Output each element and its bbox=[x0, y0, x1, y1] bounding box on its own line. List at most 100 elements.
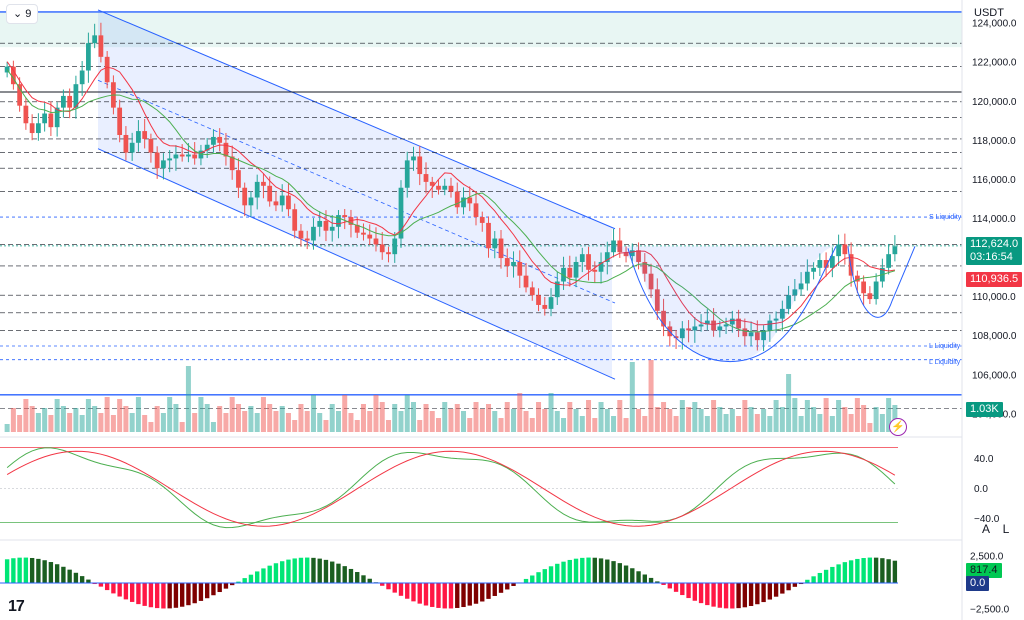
candle-body bbox=[867, 293, 873, 300]
moving-average bbox=[6, 61, 896, 333]
candle-body bbox=[198, 150, 204, 159]
volume-bar bbox=[104, 397, 110, 432]
macd-bar bbox=[605, 559, 610, 584]
volume-bar bbox=[123, 406, 129, 432]
macd-bar bbox=[586, 557, 591, 584]
macd-bar bbox=[355, 572, 360, 584]
candle-body bbox=[117, 107, 123, 135]
macd-bar bbox=[486, 583, 491, 599]
candle-body bbox=[92, 35, 98, 44]
currency-button[interactable]: USDT bbox=[974, 7, 1004, 19]
candle-body bbox=[642, 261, 648, 274]
macd-bar bbox=[17, 557, 22, 584]
candle-body bbox=[467, 197, 473, 204]
candle-body bbox=[873, 281, 879, 300]
osc-tick-label: 0.0 bbox=[974, 484, 988, 495]
volume-bar bbox=[248, 406, 254, 432]
volume-bar bbox=[210, 422, 216, 432]
candle-body bbox=[223, 142, 229, 157]
macd-bar bbox=[736, 583, 741, 609]
macd-bar bbox=[692, 583, 698, 601]
candle-body bbox=[729, 318, 735, 325]
candle-body bbox=[554, 281, 560, 298]
candle-body bbox=[248, 197, 254, 206]
timeframe-label: 9 bbox=[25, 8, 32, 20]
candle-body bbox=[98, 35, 104, 57]
volume-bar bbox=[692, 402, 698, 432]
volume-bar bbox=[811, 407, 817, 432]
macd-bar bbox=[592, 557, 597, 584]
volume-bar bbox=[292, 420, 298, 432]
macd-bar bbox=[398, 583, 404, 596]
candle-body bbox=[79, 70, 85, 85]
macd-bar bbox=[498, 583, 504, 593]
volume-bar bbox=[523, 411, 529, 432]
volume-bar bbox=[48, 415, 54, 432]
timeframe-button[interactable]: ⌄ 9 bbox=[6, 4, 39, 24]
candle-body bbox=[204, 144, 210, 151]
volume-bar bbox=[761, 409, 767, 432]
macd-bar bbox=[880, 558, 885, 584]
macd-bar bbox=[111, 583, 116, 594]
macd-bar bbox=[230, 583, 235, 586]
volume-bar bbox=[473, 402, 479, 432]
volume-bar bbox=[573, 409, 579, 432]
macd-bar bbox=[117, 583, 122, 597]
price-tick-label: 124,000.0 bbox=[972, 19, 1017, 30]
volume-bar bbox=[185, 366, 191, 432]
macd-bar bbox=[192, 583, 197, 604]
volume-bar bbox=[842, 407, 848, 432]
macd-bar bbox=[811, 576, 816, 584]
macd-bar bbox=[636, 571, 641, 584]
volume-bar bbox=[67, 413, 73, 432]
chart-background bbox=[0, 11, 962, 48]
volume-bar bbox=[98, 413, 104, 432]
macd-bar bbox=[330, 561, 335, 584]
lightning-icon[interactable]: ⚡ bbox=[889, 418, 907, 436]
candle-body bbox=[379, 244, 385, 253]
candle-body bbox=[161, 160, 166, 169]
volume-bar bbox=[567, 402, 573, 432]
candle-body bbox=[842, 244, 848, 255]
osc-k-line bbox=[6, 447, 896, 529]
volume-bar bbox=[17, 415, 23, 432]
macd-bar bbox=[436, 583, 441, 608]
macd-bar bbox=[867, 557, 873, 584]
volume-bar bbox=[198, 397, 204, 432]
macd-bar bbox=[142, 583, 147, 606]
macd-value-badge: 817.4 bbox=[966, 563, 1002, 578]
log-scale-button[interactable]: L bbox=[1002, 522, 1010, 536]
volume-bar bbox=[304, 411, 310, 432]
macd-bar bbox=[311, 557, 316, 584]
macd-bar bbox=[705, 583, 710, 606]
macd-bar bbox=[248, 574, 254, 584]
volume-badge: 1.03K bbox=[966, 402, 1003, 417]
macd-bar bbox=[523, 578, 529, 584]
candle-body bbox=[336, 215, 341, 227]
volume-bar bbox=[748, 407, 754, 432]
macd-bar bbox=[86, 579, 91, 584]
volume-bar bbox=[779, 407, 785, 432]
macd-bar bbox=[267, 565, 272, 584]
volume-bar bbox=[10, 408, 16, 432]
macd-bar bbox=[836, 564, 841, 584]
price-tick-label: 108,000.0 bbox=[972, 331, 1017, 342]
candle-body bbox=[617, 240, 623, 253]
candle-body bbox=[67, 95, 73, 108]
volume-bar bbox=[698, 409, 704, 432]
volume-bar bbox=[260, 397, 266, 432]
macd-bar bbox=[842, 562, 848, 584]
resistance-zone bbox=[0, 11, 962, 48]
auto-scale-button[interactable]: A bbox=[981, 522, 990, 536]
candle-body bbox=[792, 289, 798, 296]
candle-body bbox=[386, 252, 391, 255]
candle-body bbox=[292, 209, 298, 231]
volume-bar bbox=[354, 420, 360, 432]
candle-body bbox=[504, 258, 510, 266]
macd-bar bbox=[342, 566, 347, 584]
candle-body bbox=[754, 332, 760, 341]
candle-body bbox=[61, 95, 66, 108]
volume-bar bbox=[654, 407, 660, 432]
